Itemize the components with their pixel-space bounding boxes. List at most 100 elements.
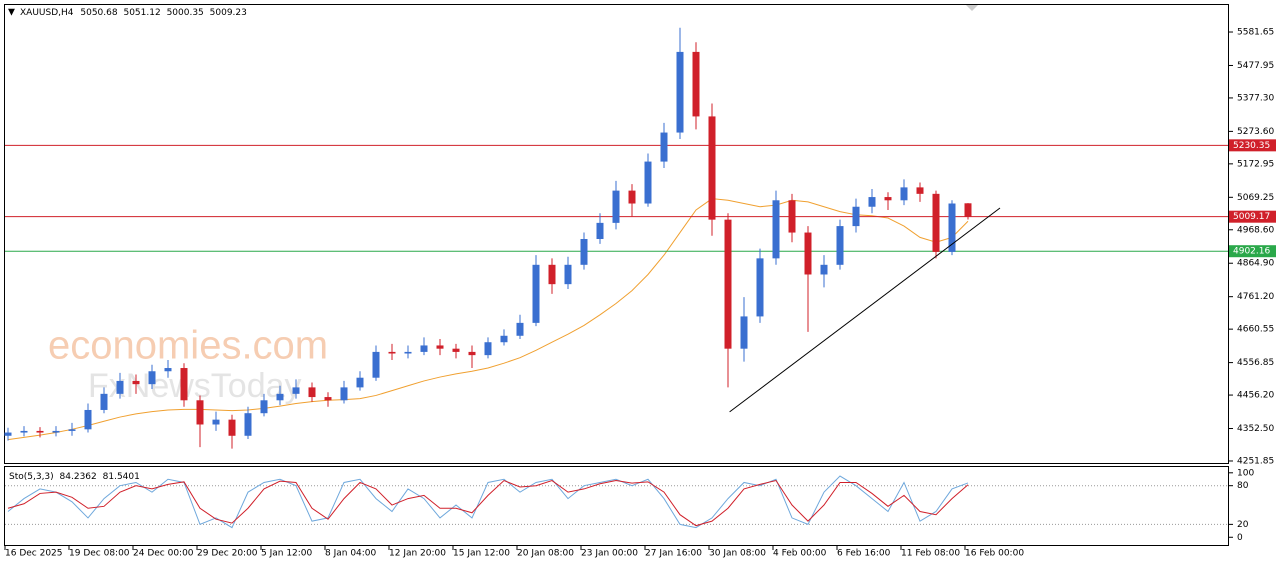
stochastic-panel — [4, 466, 1229, 546]
candle-body — [36, 430, 44, 433]
candle-body — [484, 342, 492, 356]
candle-body — [372, 351, 380, 378]
k-value: 84.2362 — [60, 472, 97, 482]
y-tick-label: 5172.95 — [1237, 159, 1274, 169]
x-tick-label: 5 Jan 12:00 — [261, 549, 313, 559]
y-tick-label: 4761.20 — [1237, 292, 1274, 302]
candle-body — [212, 419, 220, 425]
watermark: economies.com — [48, 324, 328, 368]
y-tick-label: 5377.30 — [1237, 93, 1274, 103]
candle-body — [164, 368, 172, 372]
y-tick-label: 80 — [1237, 481, 1249, 491]
y-tick-label: 5069.25 — [1237, 193, 1274, 203]
x-tick-label: 23 Jan 00:00 — [581, 549, 638, 559]
candle-body — [260, 400, 268, 414]
high-value: 5051.12 — [123, 8, 160, 18]
level-tag — [1229, 245, 1276, 258]
candle-body — [756, 258, 764, 317]
candle-body — [948, 203, 956, 252]
candle-body — [708, 116, 716, 220]
main-panel — [4, 4, 1229, 464]
candle-body — [772, 200, 780, 259]
y-tick-label: 4968.60 — [1237, 225, 1274, 235]
candle-body — [788, 200, 796, 233]
y-tick-label: 4556.85 — [1237, 358, 1274, 368]
candle-body — [420, 345, 428, 352]
moving-average — [7, 198, 969, 441]
candle-body — [20, 430, 28, 433]
x-tick-label: 29 Dec 20:00 — [197, 549, 258, 559]
candle-body — [852, 206, 860, 227]
level-label: 5009.17 — [1233, 212, 1270, 222]
candle-body — [676, 51, 684, 133]
candle-body — [532, 264, 540, 323]
chart-title: XAUUSD,H4 5050.68 5051.12 5000.35 5009.2… — [20, 8, 247, 18]
y-tick-label: 5273.60 — [1237, 127, 1274, 137]
candle-body — [68, 429, 76, 431]
x-tick-label: 27 Jan 16:00 — [645, 549, 702, 559]
candle-body — [436, 345, 444, 349]
candle-body — [564, 264, 572, 285]
x-tick-label: 11 Feb 08:00 — [901, 549, 960, 559]
trendline — [729, 207, 1001, 413]
candle-body — [820, 264, 828, 275]
candle-body — [836, 226, 844, 265]
level-tag — [1229, 210, 1276, 223]
candle-body — [244, 413, 252, 436]
candle-body — [388, 351, 396, 354]
candle-body — [580, 239, 588, 265]
header-arrow: ▼ — [8, 8, 15, 18]
x-tick-label: 19 Dec 08:00 — [69, 549, 130, 559]
d-value: 81.5401 — [103, 472, 140, 482]
level-label: 4902.16 — [1233, 247, 1270, 257]
candle-body — [276, 393, 284, 401]
candle-body — [4, 432, 12, 436]
candle-body — [148, 371, 156, 385]
x-tick-label: 16 Dec 2025 — [5, 549, 63, 559]
candle-body — [324, 397, 332, 401]
close-value: 5009.23 — [210, 8, 247, 18]
candle-body — [292, 387, 300, 394]
candle-body — [964, 203, 972, 217]
y-tick-label: 20 — [1237, 520, 1249, 530]
candle-body — [628, 190, 636, 204]
x-tick-label: 24 Dec 00:00 — [133, 549, 194, 559]
candle-body — [452, 348, 460, 352]
candle-body — [740, 316, 748, 349]
level-tag — [1229, 139, 1276, 152]
y-tick-label: 4864.90 — [1237, 259, 1274, 269]
y-tick-label: 5581.65 — [1237, 28, 1274, 38]
candle-body — [804, 232, 812, 275]
x-tick-label: 4 Feb 00:00 — [773, 549, 827, 559]
candle-body — [916, 187, 924, 194]
x-tick-label: 15 Jan 12:00 — [453, 549, 510, 559]
candle-body — [468, 351, 476, 356]
level-label: 5230.35 — [1233, 141, 1270, 151]
y-tick-label: 4660.55 — [1237, 325, 1274, 335]
candle-body — [116, 380, 124, 394]
candle-body — [692, 51, 700, 117]
candle-body — [84, 409, 92, 430]
candle-body — [340, 387, 348, 401]
y-tick-label: 0 — [1237, 533, 1243, 543]
candle-body — [356, 377, 364, 388]
candle-body — [228, 419, 236, 436]
x-tick-label: 12 Jan 20:00 — [389, 549, 446, 559]
candle-body — [612, 190, 620, 223]
candle-body — [548, 264, 556, 285]
x-tick-label: 16 Feb 00:00 — [965, 549, 1024, 559]
candle-body — [308, 387, 316, 398]
symbol: XAUUSD,H4 — [20, 8, 74, 18]
candle-body — [52, 430, 60, 433]
indicator-line — [7, 475, 969, 529]
indicator-line — [7, 479, 969, 527]
candle-body — [100, 393, 108, 410]
indicator-title: Sto(5,3,3) 84.2362 81.5401 — [9, 472, 140, 482]
y-tick-label: 100 — [1237, 468, 1254, 478]
y-tick-label: 4352.50 — [1237, 424, 1274, 434]
x-tick-label: 20 Jan 08:00 — [517, 549, 574, 559]
x-tick-label: 8 Jan 04:00 — [325, 549, 377, 559]
candle-body — [404, 351, 412, 354]
